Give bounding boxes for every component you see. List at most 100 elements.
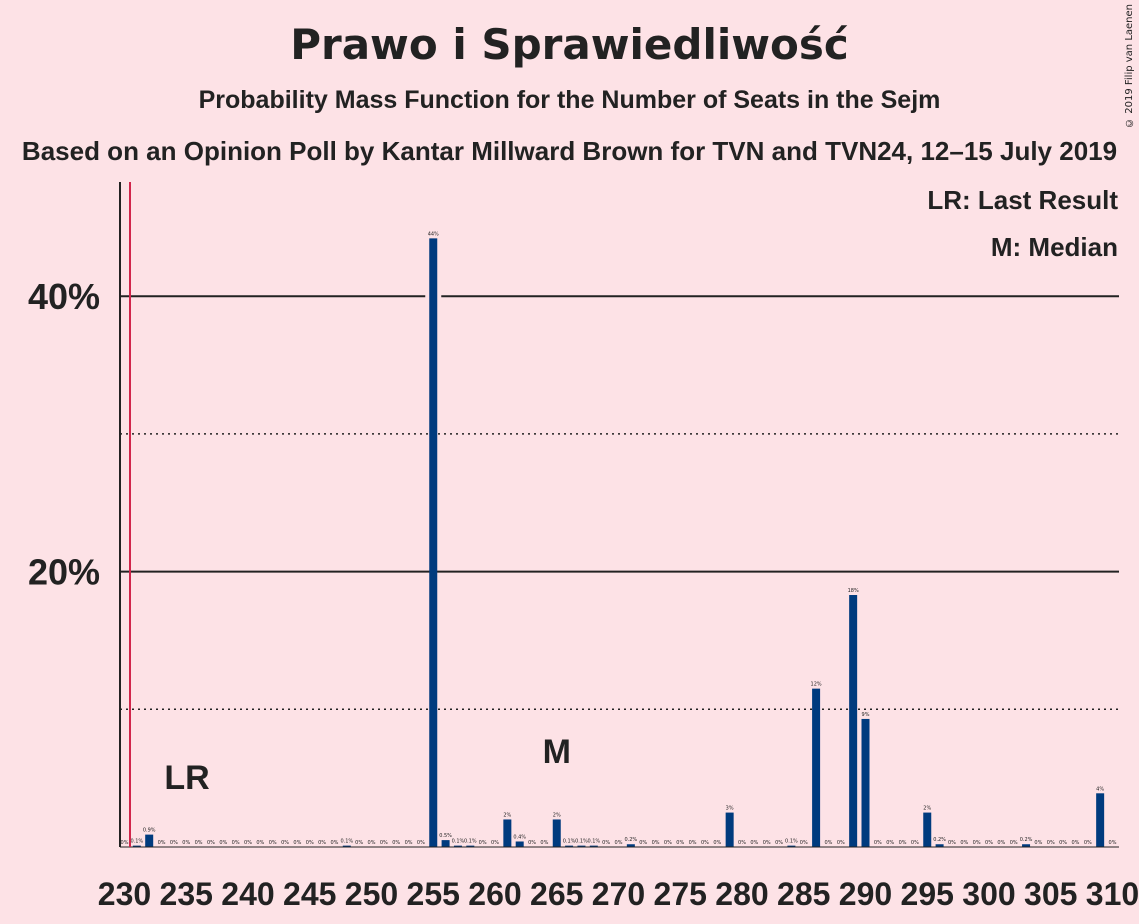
bar-label-seat-242: 0% [269,840,277,846]
bar-label-seat-306: 0% [1059,840,1067,846]
poll-description: Based on an Opinion Poll by Kantar Millw… [21,136,1118,166]
bar-seat-231 [132,845,141,847]
bar-seat-261 [503,819,512,847]
bar-label-seat-309: 4% [1096,786,1104,792]
chart-subtitle: Probability Mass Function for the Number… [198,86,941,114]
x-tick-label-240: 240 [221,876,274,912]
bar-seat-266 [565,845,574,847]
bar-seat-232 [145,834,154,847]
bar-label-seat-253: 0% [405,840,413,846]
bar-label-seat-289: 18% [848,588,859,594]
bar-label-seat-296: 0.2% [933,837,946,843]
bar-label-seat-310: 0% [1109,840,1117,846]
bar-label-seat-235: 0% [182,840,190,846]
x-tick-label-310: 310 [1086,876,1139,912]
bar-label-seat-249: 0% [355,840,363,846]
bar-label-seat-243: 0% [281,840,289,846]
bar-label-seat-257: 0.1% [452,839,465,845]
bar-label-seat-264: 0% [540,840,548,846]
bar-label-seat-258: 0.1% [464,839,477,845]
bar-seat-284 [787,845,796,847]
bar-label-seat-284: 0.1% [785,839,798,845]
x-tick-label-275: 275 [654,876,707,912]
bar-label-seat-271: 0.2% [624,837,637,843]
bar-label-seat-236: 0% [195,840,203,846]
bar-label-seat-282: 0% [763,840,771,846]
median-marker: M [543,733,571,771]
bar-label-seat-300: 0% [985,840,993,846]
bar-label-seat-269: 0% [602,840,610,846]
bar-seat-257 [453,845,462,847]
bar-label-seat-263: 0% [528,840,536,846]
bar-seat-255 [429,238,438,848]
bar-label-seat-256: 0.5% [439,833,452,839]
x-tick-label-230: 230 [98,876,151,912]
bar-label-seat-272: 0% [639,840,647,846]
bar-label-seat-285: 0% [800,840,808,846]
bar-seat-290 [861,718,870,847]
bar-label-seat-234: 0% [170,840,178,846]
bar-label-seat-298: 0% [960,840,968,846]
bar-label-seat-244: 0% [293,840,301,846]
bar-label-seat-301: 0% [997,840,1005,846]
bar-label-seat-245: 0% [306,840,314,846]
y-tick-label-0: 20% [28,552,100,593]
bar-label-seat-265: 2% [553,812,561,818]
bar-label-seat-302: 0% [1010,840,1018,846]
bar-seat-271 [626,844,635,847]
bar-seat-286 [812,688,821,847]
legend-median: M: Median [990,232,1118,262]
bar-label-seat-239: 0% [232,840,240,846]
bar-label-seat-307: 0% [1071,840,1079,846]
bar-label-seat-308: 0% [1084,840,1092,846]
bar-label-seat-291: 0% [874,840,882,846]
bar-label-seat-305: 0% [1047,840,1055,846]
x-tick-label-300: 300 [962,876,1015,912]
bar-label-seat-275: 0% [676,840,684,846]
bar-label-seat-279: 3% [726,806,734,812]
bar-label-seat-251: 0% [380,840,388,846]
bar-label-seat-293: 0% [899,840,907,846]
chart-title: Prawo i Sprawiedliwość [290,20,849,69]
bar-seat-262 [515,841,524,847]
x-tick-label-280: 280 [715,876,768,912]
x-tick-label-285: 285 [777,876,830,912]
bar-label-seat-231: 0.1% [130,839,143,845]
x-tick-label-295: 295 [901,876,954,912]
bar-label-seat-248: 0.1% [340,839,353,845]
bar-seat-248 [342,845,351,847]
bar-label-seat-287: 0% [824,840,832,846]
bar-label-seat-240: 0% [244,840,252,846]
bar-seat-303 [1022,844,1031,847]
bar-label-seat-254: 0% [417,840,425,846]
bar-seat-289 [849,595,858,847]
bar-label-seat-255: 44% [428,231,439,237]
bar-label-seat-261: 2% [503,812,511,818]
bar-label-seat-299: 0% [973,840,981,846]
bar-label-seat-267: 0.1% [575,839,588,845]
bar-label-seat-238: 0% [219,840,227,846]
bar-label-seat-247: 0% [330,840,338,846]
bar-label-seat-250: 0% [368,840,376,846]
bar-label-seat-241: 0% [256,840,264,846]
bar-label-seat-270: 0% [615,840,623,846]
bar-label-seat-278: 0% [713,840,721,846]
x-tick-label-270: 270 [592,876,645,912]
bar-label-seat-290: 9% [862,712,870,718]
x-tick-label-265: 265 [530,876,583,912]
bar-seat-279 [725,812,734,847]
bar-label-seat-246: 0% [318,840,326,846]
bar-label-seat-288: 0% [837,840,845,846]
bar-label-seat-294: 0% [911,840,919,846]
bar-label-seat-303: 0.2% [1020,837,1033,843]
bar-label-seat-286: 12% [811,682,822,688]
bar-label-seat-268: 0.1% [587,839,600,845]
bar-seat-309 [1096,793,1105,847]
bar-label-seat-281: 0% [750,840,758,846]
bar-label-seat-266: 0.1% [563,839,576,845]
last-result-marker: LR [164,759,209,797]
x-tick-label-260: 260 [468,876,521,912]
x-tick-label-305: 305 [1024,876,1077,912]
bar-label-seat-277: 0% [701,840,709,846]
legend-last-result: LR: Last Result [927,185,1118,215]
